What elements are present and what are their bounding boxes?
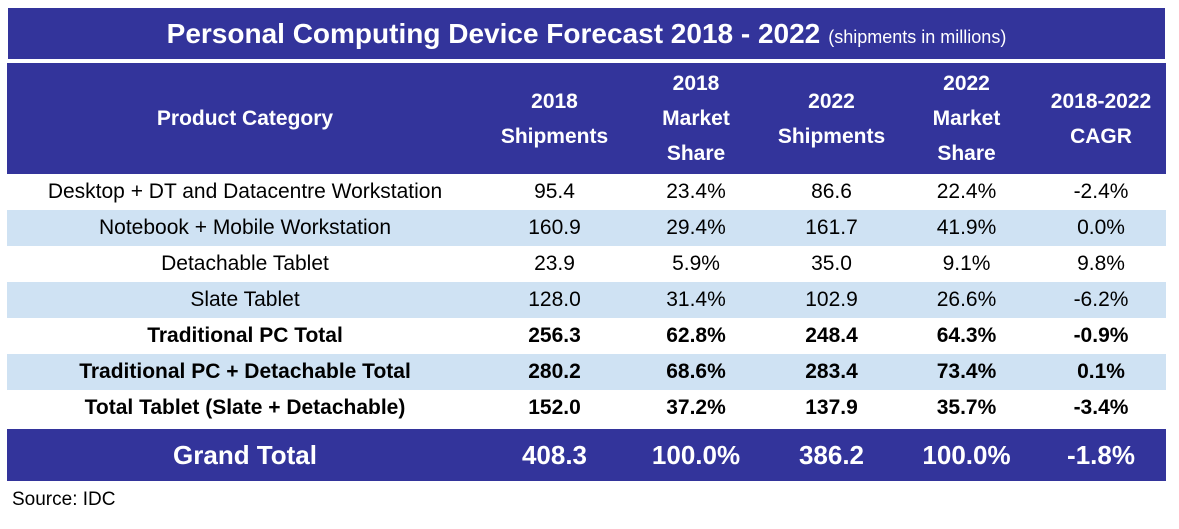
- column-header-2022-share: 2022 Market Share: [897, 60, 1036, 174]
- column-header-category: Product Category: [7, 60, 483, 174]
- header-line: 2022: [943, 72, 990, 95]
- grand-total-row: Grand Total 408.3 100.0% 386.2 100.0% -1…: [7, 426, 1166, 481]
- table-title: Personal Computing Device Forecast 2018 …: [166, 17, 821, 49]
- header-line: Share: [937, 142, 996, 165]
- cell-2022-share: 26.6%: [897, 282, 1036, 318]
- cell-category: Notebook + Mobile Workstation: [7, 210, 483, 246]
- grand-total-cagr: -1.8%: [1036, 426, 1166, 481]
- cell-2022-share: 22.4%: [936, 180, 997, 203]
- grand-total-2018-share: 100.0%: [626, 426, 766, 481]
- grand-total-label: Grand Total: [7, 426, 483, 481]
- cell-cagr: -0.9%: [1073, 324, 1129, 347]
- cell-2018-shipments: 95.4: [534, 180, 575, 203]
- column-header-cagr: 2018-2022 CAGR: [1036, 60, 1166, 174]
- cell-category: Traditional PC + Detachable Total: [7, 354, 483, 390]
- table-row: Desktop + DT and Datacentre Workstation …: [7, 174, 1166, 210]
- cell-2022-share: 73.4%: [897, 354, 1036, 390]
- header-line: Market: [662, 107, 730, 130]
- header-line: Shipments: [777, 124, 886, 148]
- cell-cagr: 9.8%: [1077, 252, 1125, 275]
- cell-2022-share: 64.3%: [936, 324, 997, 347]
- cell-2022-shipments: 35.0: [811, 252, 852, 275]
- header-line: 2022: [808, 89, 855, 113]
- cell-2018-share: 5.9%: [672, 252, 720, 275]
- column-header-2022-shipments: 2022 Shipments: [766, 60, 897, 174]
- cell-2022-share: 41.9%: [897, 210, 1036, 246]
- table-title-bar: Personal Computing Device Forecast 2018 …: [7, 7, 1166, 60]
- cell-cagr: -6.2%: [1036, 282, 1166, 318]
- cell-category: Slate Tablet: [7, 282, 483, 318]
- cell-2018-shipments: 280.2: [483, 354, 626, 390]
- cell-2018-share: 31.4%: [626, 282, 766, 318]
- header-line: Shipments: [500, 124, 609, 148]
- grand-total-2018-shipments: 408.3: [483, 426, 626, 481]
- header-line: Product Category: [156, 107, 334, 130]
- forecast-table: Product Category 2018 Shipments 2018 Mar…: [7, 60, 1166, 481]
- table-subtitle: (shipments in millions): [828, 27, 1007, 47]
- cell-cagr: 0.0%: [1036, 210, 1166, 246]
- cell-cagr: -2.4%: [1073, 180, 1129, 203]
- cell-2018-share: 68.6%: [626, 354, 766, 390]
- cell-category: Traditional PC Total: [147, 324, 343, 347]
- header-line: 2018: [672, 72, 720, 95]
- source-note: Source: IDC: [12, 489, 116, 510]
- table-row: Traditional PC + Detachable Total 280.2 …: [7, 354, 1166, 390]
- cell-category: Total Tablet (Slate + Detachable): [84, 396, 406, 419]
- column-header-2018-share: 2018 Market Share: [626, 60, 766, 174]
- table-row: Slate Tablet 128.0 31.4% 102.9 26.6% -6.…: [7, 282, 1166, 318]
- table-row: Detachable Tablet 23.9 5.9% 35.0 9.1% 9.…: [7, 246, 1166, 282]
- cell-2022-shipments: 248.4: [805, 324, 858, 347]
- header-line: 2018: [531, 89, 578, 113]
- header-line: CAGR: [1070, 124, 1132, 148]
- cell-2018-shipments: 256.3: [528, 324, 581, 347]
- cell-2022-share: 35.7%: [936, 396, 997, 419]
- column-header-2018-shipments: 2018 Shipments: [483, 60, 626, 174]
- cell-2022-shipments: 86.6: [811, 180, 852, 203]
- forecast-table-container: Personal Computing Device Forecast 2018 …: [7, 7, 1166, 481]
- cell-2018-shipments: 160.9: [483, 210, 626, 246]
- cell-cagr: 0.1%: [1036, 354, 1166, 390]
- cell-2022-shipments: 161.7: [766, 210, 897, 246]
- table-row: Traditional PC Total 256.3 62.8% 248.4 6…: [7, 318, 1166, 354]
- header-line: Market: [932, 107, 1001, 130]
- cell-2022-share: 9.1%: [942, 252, 991, 275]
- cell-2018-share: 29.4%: [626, 210, 766, 246]
- header-line: 2018-2022: [1050, 89, 1152, 113]
- header-line: Share: [666, 142, 726, 165]
- cell-2018-share: 62.8%: [666, 324, 726, 347]
- cell-2018-shipments: 23.9: [534, 252, 575, 275]
- cell-2018-shipments: 128.0: [483, 282, 626, 318]
- table-row: Total Tablet (Slate + Detachable) 152.0 …: [7, 390, 1166, 428]
- cell-2018-share: 23.4%: [666, 180, 726, 203]
- grand-total-2022-share: 100.0%: [897, 426, 1036, 481]
- table-header-row: Product Category 2018 Shipments 2018 Mar…: [7, 60, 1166, 174]
- cell-2022-shipments: 137.9: [805, 396, 858, 419]
- grand-total-2022-shipments: 386.2: [766, 426, 897, 481]
- cell-2018-share: 37.2%: [666, 396, 726, 419]
- cell-2022-shipments: 102.9: [766, 282, 897, 318]
- cell-cagr: -3.4%: [1073, 396, 1129, 419]
- cell-category: Desktop + DT and Datacentre Workstation: [47, 180, 443, 203]
- cell-2018-shipments: 152.0: [528, 396, 581, 419]
- cell-2022-shipments: 283.4: [766, 354, 897, 390]
- cell-category: Detachable Tablet: [161, 252, 329, 275]
- table-row: Notebook + Mobile Workstation 160.9 29.4…: [7, 210, 1166, 246]
